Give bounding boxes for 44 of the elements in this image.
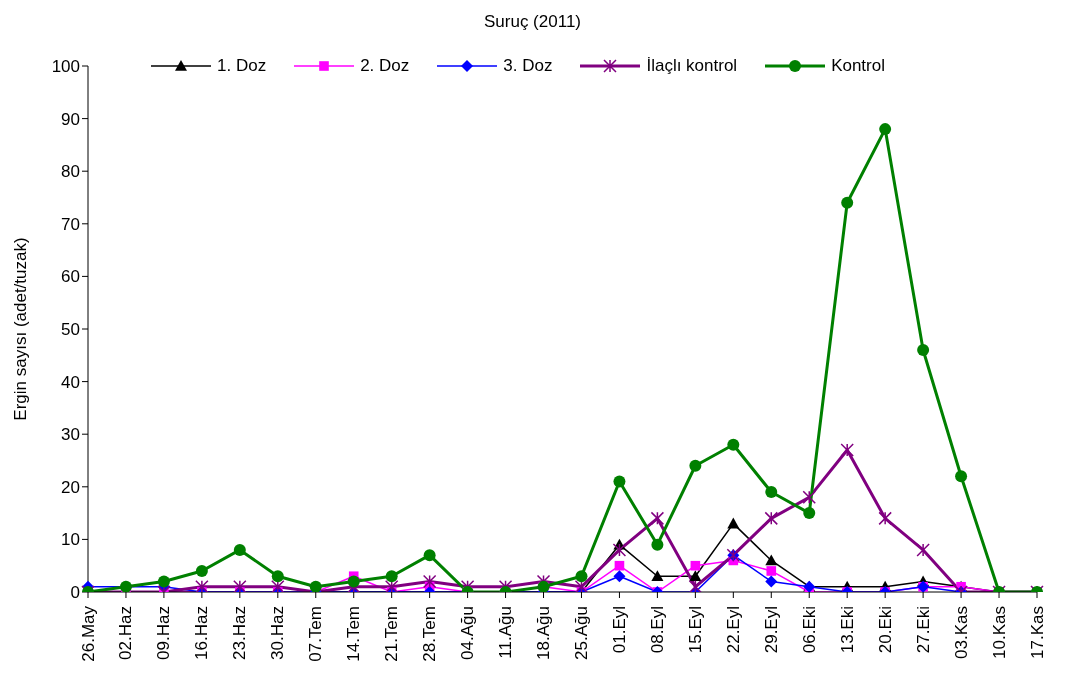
y-tick-label: 60	[61, 267, 80, 287]
x-tick-label: 07.Tem	[306, 606, 326, 662]
y-tick-label: 90	[61, 109, 80, 129]
x-tick-label: 25.Ağu	[571, 606, 591, 660]
y-tick-label: 70	[61, 214, 80, 234]
y-tick-label: 80	[61, 162, 80, 182]
x-tick-label: 09.Haz	[154, 606, 174, 660]
x-tick-label: 08.Eyl	[647, 606, 667, 654]
legend-label: Kontrol	[831, 56, 885, 76]
x-tick-label: 03.Kas	[951, 606, 971, 659]
y-tick-label: 50	[61, 320, 80, 340]
x-tick-label: 15.Eyl	[685, 606, 705, 654]
x-tick-label: 04.Ağu	[458, 606, 478, 660]
x-tick-label: 14.Tem	[344, 606, 364, 662]
x-tick-label: 18.Ağu	[534, 606, 554, 660]
y-axis-title: Ergin sayısı (adet/tuzak)	[11, 237, 31, 421]
x-tick-label: 23.Haz	[230, 606, 250, 660]
y-tick-label: 0	[70, 583, 80, 603]
y-tick-label: 40	[61, 372, 80, 392]
x-tick-label: 01.Eyl	[609, 606, 629, 654]
legend-label: 1. Doz	[217, 56, 267, 76]
x-tick-label: 26.May	[78, 605, 98, 662]
x-tick-label: 30.Haz	[268, 606, 288, 660]
x-tick-label: 27.Eki	[913, 606, 933, 654]
x-tick-label: 28.Tem	[420, 606, 440, 662]
y-tick-label: 30	[61, 425, 80, 445]
x-tick-label: 20.Eki	[875, 606, 895, 654]
x-tick-label: 11.Ağu	[496, 606, 516, 659]
x-tick-label: 02.Haz	[116, 606, 136, 660]
x-tick-label: 21.Tem	[382, 606, 402, 662]
legend-label: İlaçlı kontrol	[646, 56, 738, 76]
x-tick-label: 16.Haz	[192, 606, 212, 660]
x-tick-label: 06.Eki	[799, 606, 819, 654]
legend-label: 3. Doz	[503, 56, 553, 76]
y-tick-label: 10	[61, 530, 80, 550]
x-tick-label: 17.Kas	[1027, 606, 1047, 659]
x-tick-label: 22.Eyl	[723, 606, 743, 654]
chart-title: Suruç (2011)	[483, 11, 582, 33]
legend-label: 2. Doz	[360, 56, 410, 76]
x-tick-label: 13.Eki	[837, 606, 857, 654]
y-tick-label: 20	[61, 477, 80, 497]
x-tick-label: 29.Eyl	[761, 606, 781, 654]
y-tick-label: 100	[51, 57, 80, 77]
x-tick-label: 10.Kas	[989, 606, 1009, 659]
